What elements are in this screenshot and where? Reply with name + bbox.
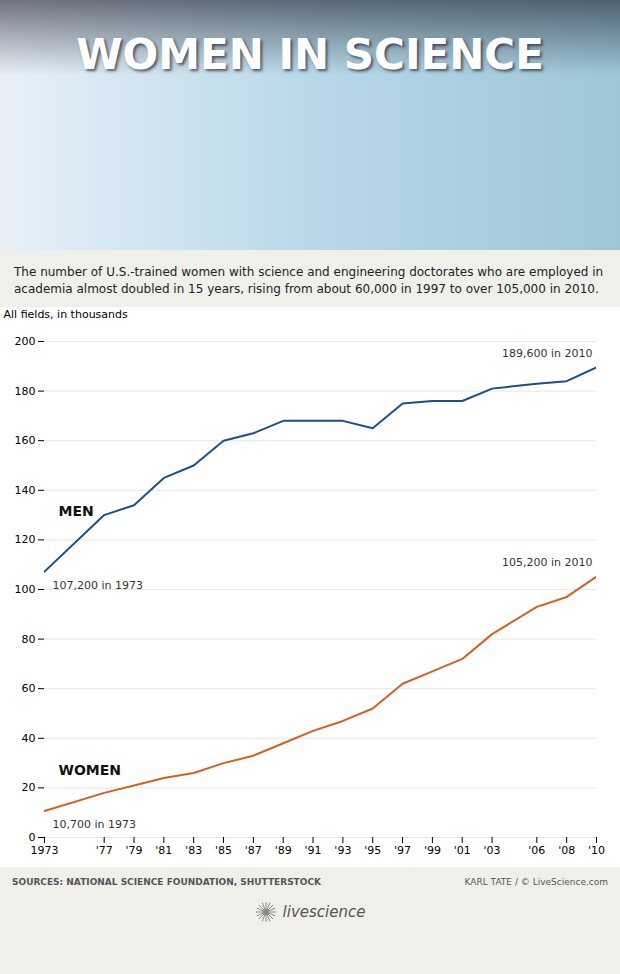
svg-text:'91: '91: [305, 844, 322, 857]
html-text:WOMEN IN SCIENCE: WOMEN IN SCIENCE: [76, 30, 544, 79]
svg-text:80: 80: [22, 632, 36, 645]
svg-text:10,700 in 1973: 10,700 in 1973: [53, 818, 137, 831]
svg-text:'97: '97: [394, 844, 411, 857]
svg-text:MEN: MEN: [59, 503, 94, 519]
svg-text:'08: '08: [558, 844, 575, 857]
svg-text:'93: '93: [334, 844, 351, 857]
svg-text:WOMEN: WOMEN: [59, 762, 122, 778]
svg-text:'83: '83: [185, 844, 202, 857]
svg-text:1973: 1973: [31, 844, 59, 857]
svg-text:60: 60: [22, 682, 36, 695]
svg-text:0: 0: [29, 831, 36, 844]
svg-text:'10: '10: [588, 844, 605, 857]
svg-text:'06: '06: [528, 844, 545, 857]
svg-text:'81: '81: [155, 844, 172, 857]
svg-text:'99: '99: [424, 844, 441, 857]
html-text:livescience: livescience: [282, 902, 366, 921]
svg-text:'95: '95: [364, 844, 381, 857]
svg-text:105,200 in 2010: 105,200 in 2010: [502, 556, 593, 569]
svg-text:40: 40: [22, 732, 36, 745]
svg-text:'77: '77: [96, 844, 113, 857]
svg-text:20: 20: [22, 781, 36, 794]
svg-text:'79: '79: [125, 844, 142, 857]
svg-text:'89: '89: [275, 844, 292, 857]
svg-text:100: 100: [15, 583, 36, 596]
html-text:The number of U.S.-trained wom: The number of U.S.-trained women with sc…: [14, 265, 604, 279]
html-text:SOURCES: NATIONAL SCIENCE FOUN: SOURCES: NATIONAL SCIENCE FOUNDATION, SH…: [12, 876, 321, 887]
svg-text:120: 120: [15, 533, 36, 546]
svg-text:'87: '87: [245, 844, 262, 857]
svg-text:189,600 in 2010: 189,600 in 2010: [502, 347, 593, 360]
svg-text:'01: '01: [454, 844, 471, 857]
svg-text:All fields, in thousands: All fields, in thousands: [4, 308, 129, 321]
svg-text:160: 160: [15, 434, 36, 447]
html-text:KARL TATE / © LiveScience.com: KARL TATE / © LiveScience.com: [464, 876, 608, 887]
svg-text:'85: '85: [215, 844, 232, 857]
svg-text:'03: '03: [484, 844, 501, 857]
svg-text:140: 140: [15, 484, 36, 497]
svg-text:180: 180: [15, 384, 36, 397]
svg-text:200: 200: [15, 335, 36, 348]
svg-text:107,200 in 1973: 107,200 in 1973: [53, 579, 144, 592]
html-text:academia almost doubled in 15: academia almost doubled in 15 years, ris…: [14, 282, 599, 297]
